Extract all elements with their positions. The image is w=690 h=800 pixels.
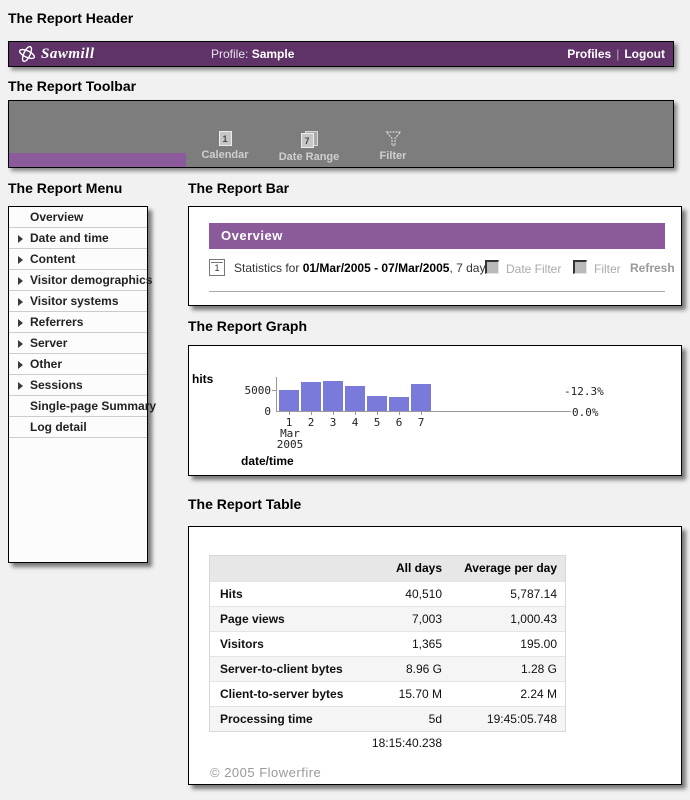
table-row-server-to-client-bytes: Server-to-client bytes 8.96 G 1.28 G [210,656,565,681]
y-axis-label: hits [192,372,214,386]
sidebar-item-log-detail[interactable]: Log detail [9,417,147,438]
date-filter-label: Date Filter [506,262,562,276]
calendar-badge-icon: 1 [209,259,225,276]
bar-day-7 [411,384,431,411]
expand-arrow-icon [18,256,23,264]
table-row-processing-time: Processing time 5d 18:15:40.238 19:45:05.7… [210,706,565,750]
right-axis-max-label: -12.3% [564,385,604,398]
filter-label: Filter [594,262,621,276]
sidebar-item-sessions[interactable]: Sessions [9,375,147,396]
sidebar-item-server[interactable]: Server [9,333,147,354]
toolbar-button-calendar[interactable]: 1 Calendar [183,131,267,163]
bar-day-6 [389,397,409,411]
table-row-visitors: Visitors 1,365 195.00 [210,631,565,656]
sidebar-item-content[interactable]: Content [9,249,147,270]
sidebar-item-referrers[interactable]: Referrers [9,312,147,333]
statistics-row: 1 Statistics for 01/Mar/2005 - 07/Mar/20… [209,259,675,279]
profiles-link[interactable]: Profiles [567,47,612,61]
table-header-row: All days Average per day [210,556,565,581]
y-tick-mark [272,390,276,391]
logo-text: Sawmill [41,45,95,62]
sawmill-logo: Sawmill [16,44,95,64]
filter-checkbox[interactable] [573,260,587,274]
app-header-bar: Sawmill Profile: Sample Profiles | Logou… [8,41,674,67]
sidebar-item-visitor-demographics[interactable]: Visitor demographics [9,270,152,291]
link-separator: | [616,47,620,61]
toolbar-button-filter[interactable]: Filter [351,131,435,163]
copyright-text: © 2005 Flowerfire [210,765,322,780]
expand-arrow-icon [18,298,23,306]
funnel-icon [384,131,402,147]
bar-day-4 [345,386,365,411]
month-year-label: Mar 2005 [276,427,304,451]
section-label-table: The Report Table [188,496,302,512]
x-axis-line [276,411,571,412]
report-menu: Overview Date and time Content Visitor demo… [8,206,156,563]
table-row-page-views: Page views 7,003 1,000.43 [210,606,565,631]
expand-arrow-icon [18,235,23,243]
expand-arrow-icon [18,319,23,327]
expand-arrow-icon [18,340,23,348]
report-bar-panel: Overview 1 Statistics for 01/Mar/2005 - … [188,206,682,306]
expand-arrow-icon [18,382,23,390]
report-toolbar: 1 Calendar 7 Date Range Filter [8,100,674,168]
sidebar-item-other[interactable]: Other [9,354,147,375]
section-label-graph: The Report Graph [188,318,308,334]
calendar-7-icon: 7 [300,131,318,148]
statistics-text: Statistics for 01/Mar/2005 - 07/Mar/2005… [234,261,492,275]
expand-arrow-icon [18,361,23,369]
refresh-button[interactable]: Refresh [630,261,675,275]
y-axis-line [276,377,277,412]
sidebar-item-overview[interactable]: Overview [9,207,147,228]
bar-day-2 [301,382,321,411]
table-row-client-to-server-bytes: Client-to-server bytes 15.70 M 2.24 M [210,681,565,706]
right-axis-zero-label: 0.0% [572,406,599,419]
date-range-value: 01/Mar/2005 - 07/Mar/2005 [302,261,450,275]
flower-logo-icon [18,45,36,63]
bar-day-1 [279,390,299,411]
date-filter-checkbox[interactable] [485,260,499,274]
section-label-header: The Report Header [8,10,134,26]
header-links: Profiles | Logout [567,47,665,61]
x-tick-marks [279,412,435,415]
toolbar-buttons: 1 Calendar 7 Date Range Filter [183,131,435,163]
profile-value: Sample [251,47,295,61]
profile-label: Profile: [211,47,249,61]
x-axis-label: date/time [241,454,294,468]
y-tick-0: 0 [264,405,271,418]
report-title-bar: Overview [209,223,665,249]
logout-link[interactable]: Logout [624,47,665,61]
sidebar-item-single-page-summary[interactable]: Single-page Summary [9,396,156,417]
toolbar-accent-strip [9,153,186,167]
section-label-menu: The Report Menu [8,180,123,196]
report-bar-divider [209,291,665,292]
bar-day-5 [367,396,387,411]
sidebar-item-visitor-systems[interactable]: Visitor systems [9,291,147,312]
profile-indicator: Profile: Sample [211,47,294,61]
expand-arrow-icon [18,277,23,285]
bar-series [279,380,435,411]
sidebar-item-date-and-time[interactable]: Date and time [9,228,147,249]
toolbar-button-date-range[interactable]: 7 Date Range [267,131,351,163]
calendar-1-icon: 1 [218,131,232,146]
section-label-toolbar: The Report Toolbar [8,78,137,94]
bar-day-3 [323,381,343,411]
summary-table: All days Average per day Hits 40,510 5,787.1… [209,555,566,750]
section-label-bar: The Report Bar [188,180,290,196]
y-tick-5000: 5000 [244,384,272,397]
table-row-hits: Hits 40,510 5,787.14 [210,581,565,606]
report-table-panel: All days Average per day Hits 40,510 5,787.1… [188,526,682,785]
